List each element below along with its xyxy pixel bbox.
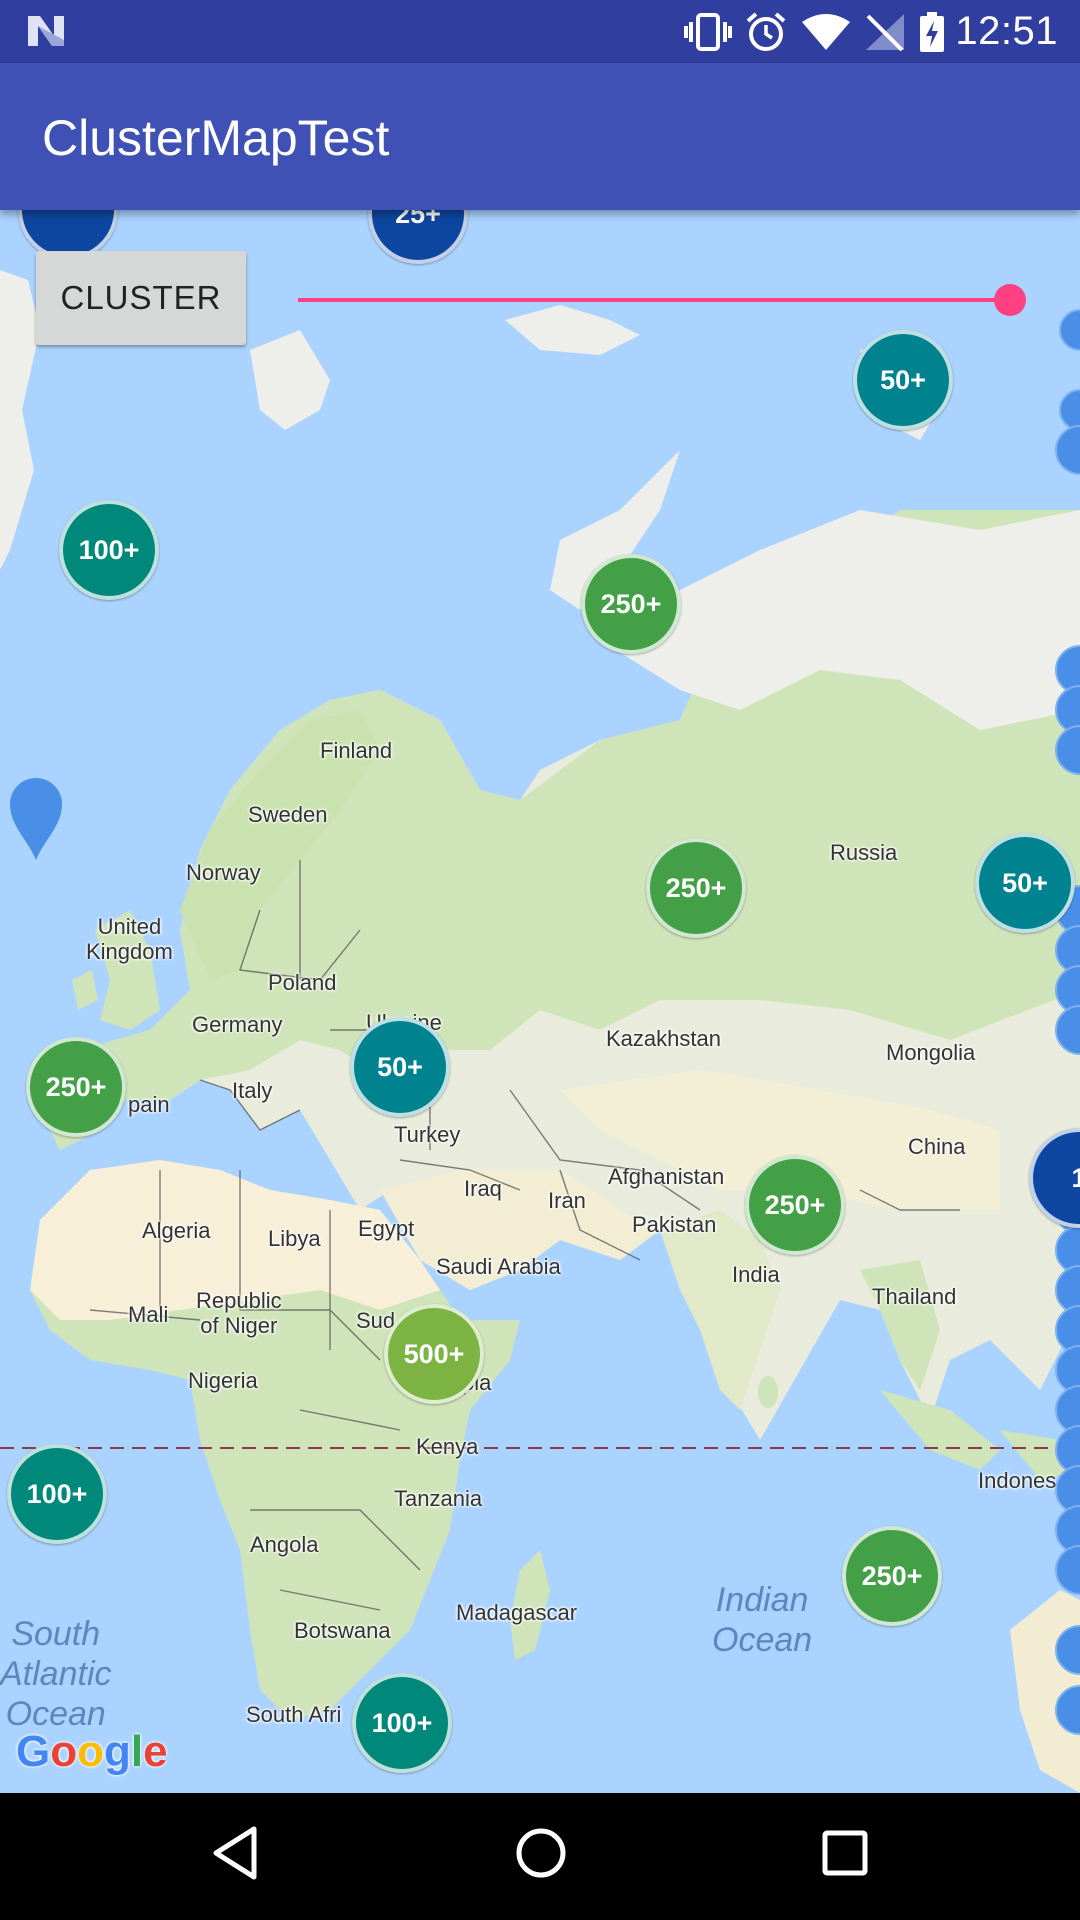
label-nigeria: Nigeria xyxy=(188,1368,258,1393)
back-icon[interactable] xyxy=(210,1823,260,1883)
label-saudi-arabia: Saudi Arabia xyxy=(436,1254,561,1279)
map-marker-stack[interactable] xyxy=(1050,210,1080,1793)
recents-icon[interactable] xyxy=(820,1823,870,1883)
cluster-button[interactable]: CLUSTER xyxy=(36,251,246,345)
battery-charging-icon xyxy=(920,12,944,52)
label-united-kingdom: United Kingdom xyxy=(86,914,173,964)
alarm-icon xyxy=(746,12,786,51)
label-china: China xyxy=(908,1134,966,1159)
label-india: India xyxy=(732,1262,780,1287)
cluster-marker[interactable]: 250+ xyxy=(646,838,746,938)
label-thailand: Thailand xyxy=(872,1284,957,1309)
map-view[interactable]: Finland Sweden Norway United Kingdom Pol… xyxy=(0,210,1080,1793)
label-afghanistan: Afghanistan xyxy=(608,1164,725,1189)
label-madagascar: Madagascar xyxy=(456,1600,578,1625)
label-angola: Angola xyxy=(250,1532,319,1557)
label-turkey: Turkey xyxy=(394,1122,461,1147)
cluster-marker[interactable]: 500+ xyxy=(384,1304,484,1404)
label-italy: Italy xyxy=(232,1078,273,1103)
label-sudan: Sud xyxy=(356,1308,396,1333)
google-logo: Google xyxy=(16,1727,168,1776)
label-russia: Russia xyxy=(830,840,898,865)
app-title: ClusterMapTest xyxy=(42,110,390,166)
cluster-marker[interactable]: 50+ xyxy=(853,330,953,430)
cluster-marker[interactable]: 100+ xyxy=(59,500,159,600)
map-marker[interactable] xyxy=(8,776,64,862)
label-libya: Libya xyxy=(268,1226,321,1251)
label-iran: Iran xyxy=(548,1188,586,1213)
no-sim-icon xyxy=(866,14,904,52)
cluster-marker[interactable]: 100+ xyxy=(7,1444,107,1544)
home-icon[interactable] xyxy=(514,1823,568,1883)
label-germany: Germany xyxy=(192,1012,283,1037)
label-finland: Finland xyxy=(320,738,393,763)
cluster-marker[interactable]: 250+ xyxy=(745,1155,845,1255)
cluster-marker[interactable]: 250+ xyxy=(581,554,681,654)
vibrate-icon xyxy=(684,13,732,51)
label-egypt: Egypt xyxy=(358,1216,415,1241)
label-kazakhstan: Kazakhstan xyxy=(606,1026,721,1051)
label-poland: Poland xyxy=(268,970,337,995)
label-spain: pain xyxy=(128,1092,170,1117)
cluster-marker[interactable]: 250+ xyxy=(26,1037,126,1137)
cluster-marker[interactable]: 250+ xyxy=(842,1526,942,1626)
label-botswana: Botswana xyxy=(294,1618,391,1643)
wifi-icon xyxy=(802,14,850,50)
label-pakistan: Pakistan xyxy=(632,1212,717,1237)
label-south-africa: South Afri xyxy=(246,1702,342,1727)
seekbar-thumb[interactable] xyxy=(994,284,1026,316)
cluster-marker[interactable]: 50+ xyxy=(350,1017,450,1117)
status-clock: 12:51 xyxy=(955,9,1058,53)
label-iraq: Iraq xyxy=(464,1176,502,1201)
label-indian-ocean: Indian Ocean xyxy=(712,1581,813,1659)
label-kenya: Kenya xyxy=(416,1434,479,1459)
label-tanzania: Tanzania xyxy=(394,1486,483,1511)
android-n-icon xyxy=(28,16,64,46)
label-algeria: Algeria xyxy=(142,1218,211,1243)
label-niger: Republic of Niger xyxy=(196,1288,282,1338)
app-bar: ClusterMapTest xyxy=(0,63,1080,210)
cluster-marker[interactable]: 100+ xyxy=(352,1673,452,1773)
status-bar: 12:51 xyxy=(0,0,1080,63)
label-indonesia: Indones xyxy=(978,1468,1057,1493)
label-mali: Mali xyxy=(128,1302,169,1327)
label-mongolia: Mongolia xyxy=(886,1040,976,1065)
label-south-atlantic-ocean: South Atlantic Ocean xyxy=(0,1615,112,1733)
cluster-marker[interactable]: 50+ xyxy=(975,833,1075,933)
seekbar-track[interactable] xyxy=(298,298,1010,302)
label-norway: Norway xyxy=(186,860,261,885)
label-sweden: Sweden xyxy=(248,802,328,827)
navigation-bar xyxy=(0,1793,1080,1920)
